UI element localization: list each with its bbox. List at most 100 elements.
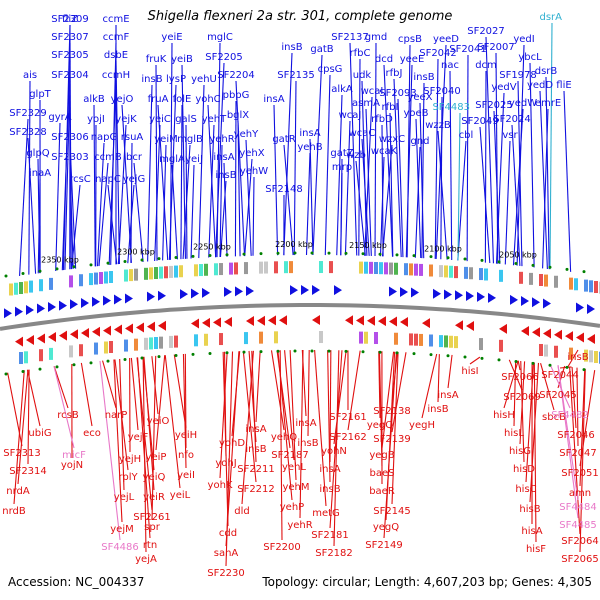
feature-block <box>19 282 23 295</box>
reverse-rna-line <box>549 364 571 409</box>
feature-block <box>374 262 378 275</box>
forward-gene-label: asmA <box>352 98 380 109</box>
reverse-gene-label: SF2200 <box>263 542 301 553</box>
feature-block <box>359 331 363 344</box>
reverse-gene-line <box>184 353 187 449</box>
reverse-gene-line <box>333 350 347 445</box>
forward-gene-label: yedV <box>491 82 516 93</box>
reverse-gene-label: SF2313 <box>3 448 41 459</box>
reverse-gene-line <box>80 362 93 427</box>
feature-block <box>409 263 413 276</box>
reverse-gene-line <box>513 360 517 427</box>
reverse-gene-arrow <box>92 326 100 337</box>
forward-gene-arrow <box>411 287 419 298</box>
forward-gene-line <box>405 64 413 258</box>
forward-gene-label: SF2303 <box>51 152 89 163</box>
forward-gene-line <box>529 62 535 268</box>
reverse-gene-label: hisI <box>461 366 478 377</box>
forward-gene-arrow <box>400 287 408 298</box>
forward-gene-line <box>147 84 153 262</box>
forward-gene-line <box>107 184 118 265</box>
forward-gene-label: ccmF <box>103 32 130 43</box>
reverse-gene-arrow <box>136 322 144 333</box>
reverse-gene-arrow <box>279 315 287 326</box>
feature-block <box>584 279 588 292</box>
forward-gene-arrow <box>15 306 23 317</box>
feature-block <box>539 273 543 286</box>
forward-gene-line <box>69 162 74 269</box>
track-dot <box>72 265 76 269</box>
feature-block <box>369 261 373 274</box>
genome-title: Shigella flexneri 2a str. 301, complete … <box>147 9 453 24</box>
forward-gene-arrow <box>125 293 133 304</box>
forward-gene-line <box>219 144 223 258</box>
track-dot <box>38 269 42 273</box>
forward-gene-line <box>340 172 343 256</box>
feature-block <box>154 337 158 350</box>
reverse-gene-line <box>567 349 579 367</box>
reverse-gene-line <box>137 357 151 539</box>
forward-gene-label: SF2007 <box>477 42 515 53</box>
track-dot <box>55 365 59 369</box>
forward-gene-line <box>511 124 521 266</box>
forward-gene-line <box>344 120 351 256</box>
forward-gene-label: insB <box>141 74 162 85</box>
reverse-gene-label: insA <box>319 464 340 475</box>
reverse-gene-line <box>517 360 521 371</box>
forward-gene-line <box>252 176 255 256</box>
track-dot <box>208 351 212 355</box>
forward-gene-lines <box>19 22 572 276</box>
track-dot <box>463 355 467 359</box>
forward-gene-arrow <box>433 288 441 299</box>
reverse-gene-label: SF2045 <box>539 390 577 401</box>
track-dot <box>123 259 127 263</box>
reverse-gene-label: rcsB <box>57 410 79 421</box>
forward-gene-arrow <box>312 285 320 296</box>
track-dot <box>310 349 314 353</box>
forward-gene-label: cpsB <box>398 34 422 45</box>
reverse-gene-arrow <box>455 320 463 331</box>
reverse-gene-label: SF2162 <box>329 432 367 443</box>
forward-gene-line <box>466 54 469 262</box>
reverse-gene-label: spr <box>144 522 161 533</box>
reverse-gene-label: nfo <box>178 450 194 461</box>
forward-gene-arrow <box>389 286 397 297</box>
forward-gene-line <box>198 84 205 259</box>
feature-block <box>229 262 233 275</box>
reverse-gene-label: rplY <box>118 472 138 483</box>
forward-gene-line <box>98 162 109 267</box>
forward-gene-label: ccmE <box>102 14 129 25</box>
scale-label: 2300 kbp <box>117 247 155 256</box>
reverse-gene-label: SF2212 <box>237 484 275 495</box>
forward-gene-line <box>421 82 425 259</box>
forward-rna-label: SF4483 <box>432 102 470 113</box>
forward-gene-line <box>69 142 77 269</box>
reverse-gene-label: yegQ <box>373 522 399 533</box>
feature-block <box>374 332 378 345</box>
forward-gene-line <box>223 162 228 257</box>
forward-gene-label: galS <box>175 114 197 125</box>
feature-block <box>394 262 398 275</box>
track-dot <box>514 360 518 364</box>
forward-gene-line <box>154 124 161 261</box>
reverse-gene-arrow <box>499 323 507 334</box>
reverse-gene-line <box>383 351 397 539</box>
forward-gene-arrow <box>477 291 485 302</box>
forward-gene-line <box>190 164 195 259</box>
reverse-gene-label: SF2069 <box>503 392 541 403</box>
reverse-rna-label: SF4486 <box>101 542 139 553</box>
feature-block <box>414 333 418 346</box>
forward-gene-label: rfbC <box>350 48 371 59</box>
forward-gene-label: nac <box>441 60 459 71</box>
forward-gene-line <box>96 142 105 267</box>
forward-gene-line <box>495 52 499 264</box>
feature-block <box>519 271 523 284</box>
forward-gene-label: SF2329 <box>9 108 47 119</box>
track-dot <box>531 361 535 365</box>
feature-block <box>9 283 13 296</box>
reverse-gene-line <box>520 360 525 463</box>
forward-gene-arrow <box>92 296 100 307</box>
feature-block <box>199 264 203 277</box>
feature-block <box>439 335 443 348</box>
track-dot <box>276 251 280 255</box>
